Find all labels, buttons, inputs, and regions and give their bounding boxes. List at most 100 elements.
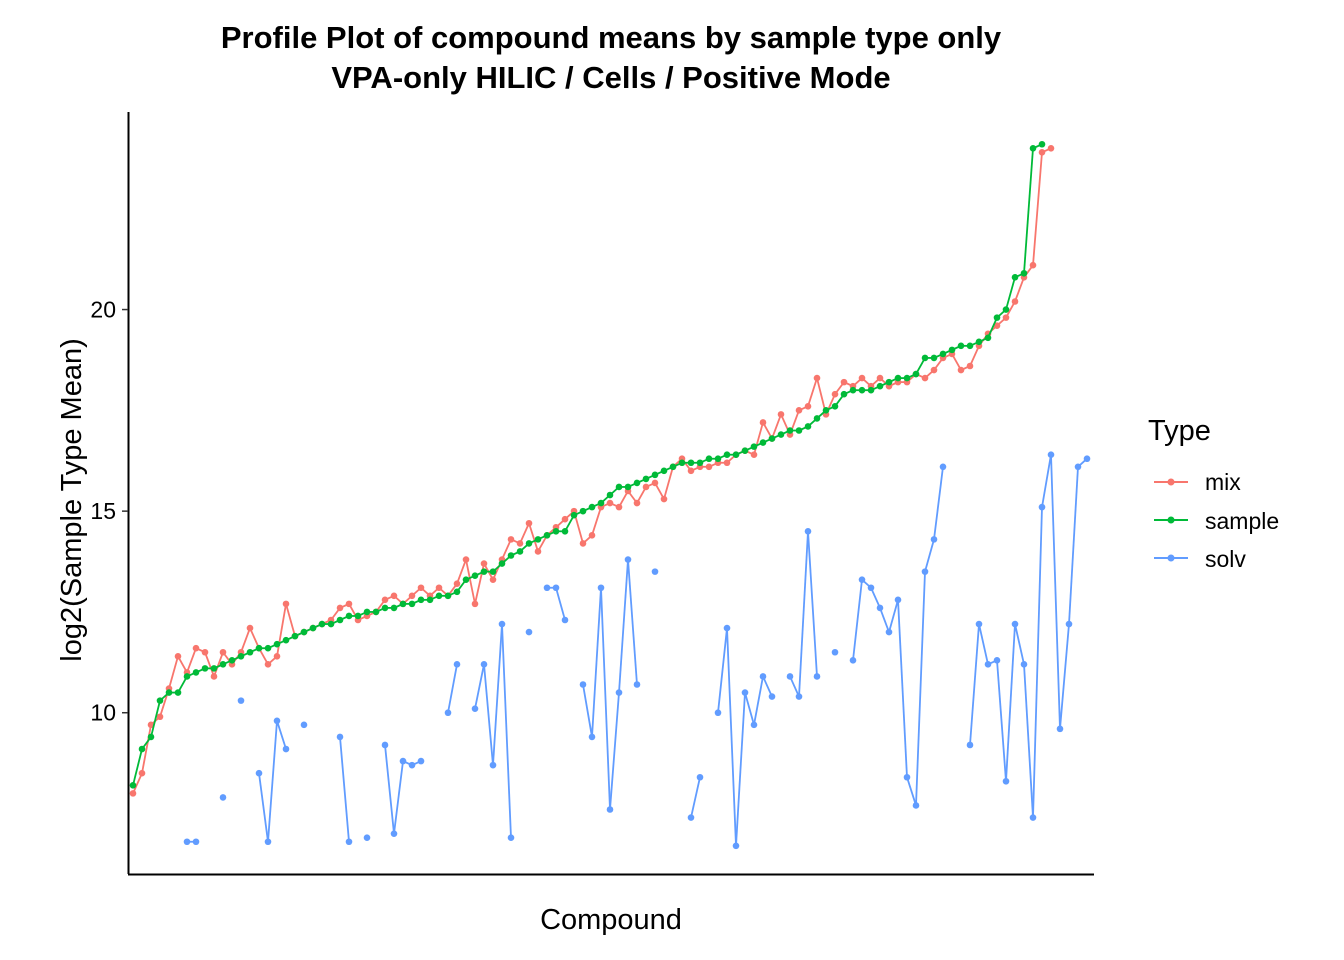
- data-point: [210, 673, 218, 680]
- data-point: [219, 648, 227, 656]
- data-point: [975, 338, 983, 346]
- data-point: [147, 721, 155, 729]
- series-line-segment: [474, 664, 485, 709]
- data-point: [1029, 261, 1037, 269]
- data-point: [1047, 451, 1055, 458]
- data-point: [993, 322, 1001, 329]
- y-tick-label: 20: [90, 297, 116, 323]
- data-point: [237, 652, 245, 660]
- data-point: [660, 495, 668, 503]
- data-point: [714, 455, 722, 463]
- data-point: [561, 515, 569, 523]
- data-point: [489, 568, 497, 575]
- series-line-segment: [483, 664, 494, 766]
- data-point: [327, 620, 335, 628]
- series-line-segment: [141, 724, 152, 774]
- data-point: [1020, 661, 1028, 668]
- data-point: [192, 669, 200, 676]
- data-point: [903, 773, 911, 781]
- series-line-segment: [753, 676, 764, 725]
- data-point: [651, 568, 659, 575]
- data-point: [849, 386, 857, 394]
- series-line-segment: [1014, 623, 1025, 665]
- series-line-segment: [285, 603, 296, 637]
- data-point: [417, 584, 425, 592]
- data-point: [1038, 149, 1046, 156]
- data-point: [453, 588, 461, 596]
- series-line-segment: [744, 692, 755, 726]
- data-point: [858, 374, 866, 382]
- data-point: [426, 596, 434, 604]
- data-point: [471, 600, 479, 608]
- data-point: [1074, 463, 1082, 471]
- data-point: [219, 661, 227, 668]
- series-line-segment: [789, 676, 800, 697]
- data-point: [138, 769, 146, 777]
- data-point: [192, 838, 200, 846]
- series-line-segment: [888, 599, 899, 633]
- series-line-segment: [807, 377, 818, 407]
- data-point: [633, 681, 641, 688]
- data-point: [966, 741, 974, 749]
- data-point: [273, 640, 281, 648]
- data-point: [813, 415, 821, 422]
- series-line-segment: [1005, 623, 1016, 782]
- data-point: [642, 483, 650, 491]
- data-point: [615, 483, 623, 491]
- data-point: [876, 382, 884, 390]
- series-line-segment: [240, 627, 251, 653]
- series-line-segment: [492, 623, 503, 766]
- y-tick-label: 15: [90, 498, 116, 524]
- data-point: [741, 689, 749, 696]
- data-point: [858, 386, 866, 394]
- data-point: [399, 600, 407, 608]
- data-point: [543, 584, 551, 592]
- data-point: [696, 773, 704, 781]
- legend-label-solv: solv: [1205, 546, 1246, 572]
- series-line-segment: [555, 587, 566, 621]
- data-point: [507, 552, 515, 559]
- series-line-segment: [276, 603, 287, 657]
- data-point: [1002, 314, 1010, 321]
- series-line-segment: [528, 522, 539, 552]
- data-point: [921, 374, 929, 382]
- chart-title: Profile Plot of compound means by sample…: [221, 20, 1002, 55]
- data-point: [795, 427, 803, 434]
- data-point: [1038, 503, 1046, 511]
- data-point: [129, 782, 137, 789]
- data-point: [750, 451, 758, 458]
- data-point: [813, 374, 821, 382]
- data-point: [561, 616, 569, 624]
- data-point: [390, 830, 398, 837]
- data-point: [669, 463, 677, 471]
- data-point: [966, 342, 974, 350]
- data-point: [885, 378, 893, 386]
- data-point: [462, 556, 470, 563]
- series-line-segment: [150, 700, 161, 738]
- data-point: [147, 733, 155, 741]
- data-point: [525, 628, 533, 636]
- data-point: [138, 745, 146, 753]
- series-line-segment: [969, 345, 980, 367]
- series-line-segment: [879, 607, 890, 633]
- data-point: [219, 794, 227, 801]
- legend-point-mix: [1167, 478, 1175, 486]
- data-point: [174, 652, 182, 660]
- data-point: [948, 346, 956, 354]
- data-point: [930, 536, 938, 543]
- series-line-segment: [600, 587, 611, 810]
- data-point: [957, 342, 965, 350]
- data-point: [408, 600, 416, 608]
- data-point: [264, 644, 272, 652]
- data-point: [372, 608, 380, 616]
- data-point: [345, 612, 353, 620]
- data-point: [255, 769, 263, 777]
- data-point: [876, 374, 884, 382]
- series-line-segment: [591, 587, 602, 737]
- series-line-segment: [132, 772, 143, 794]
- data-point: [174, 689, 182, 696]
- legend-label-sample: sample: [1205, 508, 1279, 534]
- data-point: [849, 657, 857, 664]
- series-mix: [129, 144, 1055, 797]
- data-point: [867, 584, 875, 592]
